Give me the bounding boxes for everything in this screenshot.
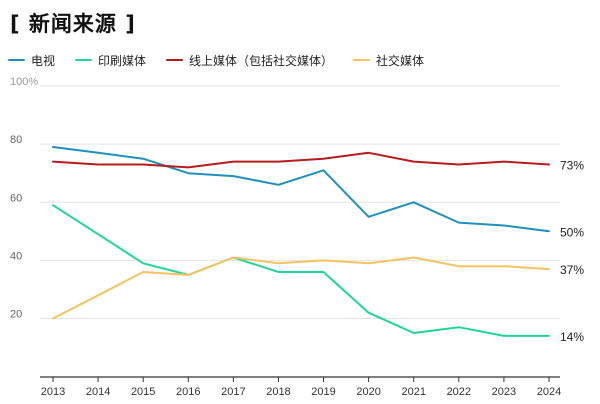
x-tick-label-2014: 2014 xyxy=(86,386,110,398)
y-tick-label-60: 60 xyxy=(10,192,22,204)
x-tick-label-2021: 2021 xyxy=(401,386,425,398)
x-tick-label-2013: 2013 xyxy=(41,386,65,398)
end-label-tv: 50% xyxy=(560,225,584,239)
x-tick-label-2024: 2024 xyxy=(537,386,561,398)
legend-item-online: 线上媒体（包括社交媒体） xyxy=(166,52,333,69)
legend-swatch-online xyxy=(166,58,184,62)
series-line-social xyxy=(52,256,550,320)
x-tick-label-2017: 2017 xyxy=(221,386,245,398)
y-tick-label-80: 80 xyxy=(10,134,22,146)
y-tick-label-40: 40 xyxy=(10,250,22,262)
legend-label-social: 社交媒体 xyxy=(376,53,425,68)
legend-swatch-social xyxy=(353,58,371,62)
chart-title: [ 新闻来源 ] xyxy=(10,12,136,36)
x-tick-label-2018: 2018 xyxy=(266,386,290,398)
legend-item-print: 印刷媒体 xyxy=(75,52,146,69)
legend-label-tv: 电视 xyxy=(31,53,56,68)
legend-swatch-print xyxy=(75,58,93,62)
legend-label-online: 线上媒体（包括社交媒体） xyxy=(189,53,334,68)
y-tick-label-100: 100% xyxy=(10,76,38,88)
x-tick-label-2019: 2019 xyxy=(311,386,335,398)
legend-swatch-tv xyxy=(8,58,25,62)
y-tick-label-20: 20 xyxy=(10,309,22,321)
series-line-print xyxy=(52,204,550,337)
x-tick-label-2020: 2020 xyxy=(356,386,380,398)
x-tick-label-2023: 2023 xyxy=(492,386,516,398)
series-line-tv xyxy=(52,146,550,233)
legend-item-tv: 电视 xyxy=(8,52,55,69)
x-tick-label-2022: 2022 xyxy=(447,386,471,398)
end-label-online: 73% xyxy=(560,158,584,172)
x-tick-label-2015: 2015 xyxy=(131,386,155,398)
x-tick-label-2016: 2016 xyxy=(176,386,200,398)
series-line-online xyxy=(52,151,550,169)
end-label-social: 37% xyxy=(560,263,584,277)
end-label-print: 14% xyxy=(560,330,584,344)
legend-item-social: 社交媒体 xyxy=(353,52,424,69)
legend-label-print: 印刷媒体 xyxy=(98,53,147,68)
legend: 电视 印刷媒体 线上媒体（包括社交媒体） 社交媒体 xyxy=(8,52,444,68)
